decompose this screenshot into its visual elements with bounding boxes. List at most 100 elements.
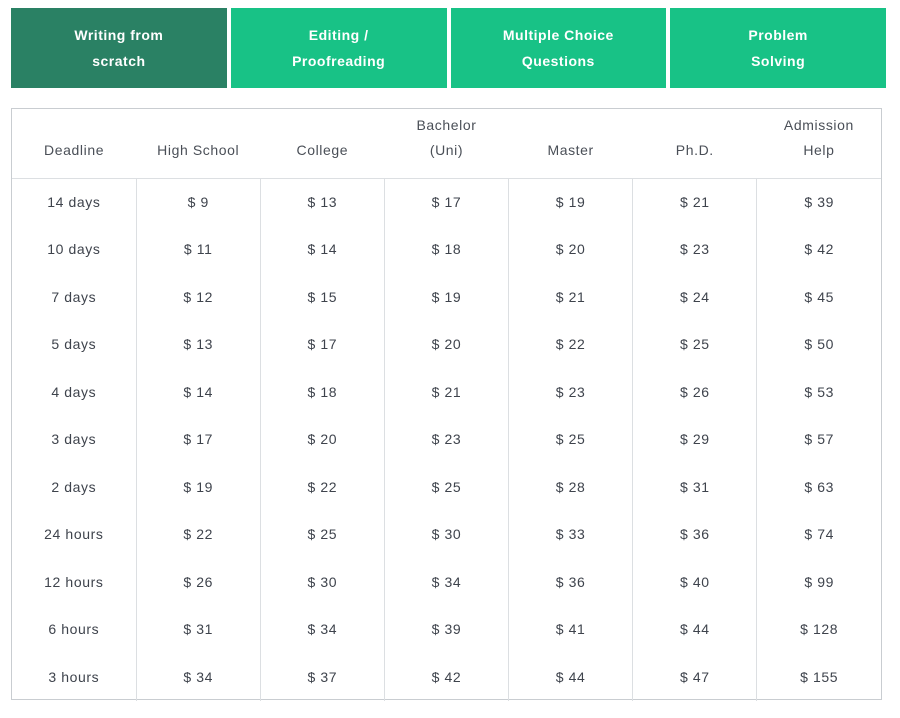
pricing-table-card: Deadline High School College Bachelor (Uni)… — [11, 108, 882, 701]
tab-multiple-choice-questions[interactable]: Multiple Choice Questions — [450, 8, 667, 88]
tab-label-line: Editing / — [308, 27, 369, 43]
table-row: 12 hours $ 26 $ 30 $ 34 $ 36 $ 40 $ 99 — [12, 558, 881, 606]
price-cell: $ 47 — [632, 653, 758, 701]
price-cell: $ 40 — [632, 558, 758, 606]
pricing-table: Deadline High School College Bachelor (Uni)… — [12, 109, 881, 701]
table-row: 7 days $ 12 $ 15 $ 19 $ 21 $ 24 $ 45 — [12, 273, 881, 321]
price-cell: $ 18 — [384, 225, 510, 273]
column-header: Master — [508, 109, 633, 179]
price-cell: $ 74 — [804, 526, 834, 543]
price-cell: $ 20 — [260, 415, 385, 463]
price-cell: $ 41 — [508, 605, 634, 653]
tab-label-line: Questions — [521, 53, 595, 69]
price-cell: $ 11 — [136, 225, 261, 273]
price-cell: $ 26 — [632, 368, 758, 416]
table-row: 24 hours $ 22 $ 25 $ 30 $ 33 $ 36 $ 74 — [12, 510, 881, 558]
price-cell: $ 23 — [384, 415, 510, 463]
price-cell: $ 17 — [136, 415, 261, 463]
price-cell: $ 21 — [632, 178, 758, 226]
deadline-cell: 3 days — [12, 415, 137, 463]
price-cell: $ 42 — [804, 241, 834, 258]
price-cell: $ 34 — [260, 605, 385, 653]
deadline-cell: 24 hours — [12, 510, 137, 558]
tab-editing-proofreading[interactable]: Editing / Proofreading — [230, 8, 447, 88]
price-cell: $ 34 — [384, 558, 510, 606]
price-cell: $ 57 — [804, 431, 834, 448]
price-cell: $ 44 — [508, 653, 634, 701]
tab-label-line: Proofreading — [292, 53, 386, 69]
table-row: 4 days $ 14 $ 18 $ 21 $ 23 $ 26 $ 53 — [12, 368, 881, 416]
table-row: 3 hours $ 34 $ 37 $ 42 $ 44 $ 47 $ 155 — [12, 653, 881, 701]
price-cell: $ 23 — [632, 225, 758, 273]
price-cell: $ 25 — [260, 510, 385, 558]
price-cell: $ 21 — [384, 368, 510, 416]
price-cell: $ 29 — [632, 415, 758, 463]
price-cell: $ 19 — [136, 463, 261, 511]
table-row: 6 hours $ 31 $ 34 $ 39 $ 41 $ 44 $ 128 — [12, 605, 881, 653]
column-header: College — [260, 109, 385, 179]
price-cell: $ 99 — [804, 573, 834, 590]
column-header: Ph.D. — [632, 109, 757, 179]
price-cell: $ 28 — [508, 463, 634, 511]
deadline-cell: 10 days — [12, 225, 137, 273]
price-cell: $ 36 — [632, 510, 758, 558]
deadline-cell: 12 hours — [12, 558, 137, 606]
price-cell: $ 20 — [384, 320, 510, 368]
table-row: 5 days $ 13 $ 17 $ 20 $ 22 $ 25 $ 50 — [12, 320, 881, 368]
column-header: Deadline — [12, 109, 137, 179]
price-cell: $ 17 — [384, 178, 510, 226]
tab-label-line: scratch — [92, 53, 146, 69]
price-cell: $ 14 — [260, 225, 385, 273]
price-cell: $ 31 — [632, 463, 758, 511]
price-cell: $ 33 — [508, 510, 634, 558]
price-cell: $ 21 — [508, 273, 634, 321]
deadline-cell: 7 days — [12, 273, 137, 321]
deadline-cell: 2 days — [12, 463, 137, 511]
tab-writing-from-scratch[interactable]: Writing from scratch — [11, 8, 227, 88]
tab-label-line: Problem — [748, 27, 808, 43]
price-cell: $ 9 — [136, 178, 261, 226]
price-cell: $ 22 — [260, 463, 385, 511]
service-tabs: Writing from scratch Editing / Proofread… — [11, 8, 886, 88]
price-cell: $ 42 — [384, 653, 510, 701]
header-row: Deadline High School College Bachelor (Uni)… — [12, 109, 881, 179]
table-row: 14 days $ 9 $ 13 $ 17 $ 19 $ 21 $ 39 — [12, 178, 881, 226]
column-header: Admission Help — [756, 109, 881, 179]
price-cell: $ 14 — [136, 368, 261, 416]
tab-problem-solving[interactable]: Problem Solving — [670, 8, 886, 88]
tab-label-line: Multiple Choice — [502, 27, 614, 43]
price-cell: $ 22 — [508, 320, 634, 368]
price-cell: $ 19 — [384, 273, 510, 321]
price-cell: $ 128 — [800, 621, 839, 638]
column-header: Bachelor (Uni) — [384, 109, 509, 179]
price-cell: $ 37 — [260, 653, 385, 701]
price-cell: $ 53 — [804, 383, 834, 400]
price-cell: $ 12 — [136, 273, 261, 321]
deadline-cell: 3 hours — [12, 653, 137, 701]
price-cell: $ 30 — [260, 558, 385, 606]
price-cell: $ 39 — [804, 194, 834, 210]
price-cell: $ 44 — [632, 605, 758, 653]
price-cell: $ 39 — [384, 605, 510, 653]
price-cell: $ 63 — [804, 478, 834, 495]
price-cell: $ 13 — [260, 178, 385, 226]
price-cell: $ 45 — [804, 288, 834, 305]
deadline-cell: 4 days — [12, 368, 137, 416]
price-cell: $ 23 — [508, 368, 634, 416]
tab-label-line: Writing from — [74, 27, 164, 43]
tab-label-line: Solving — [751, 53, 806, 69]
table-row: 10 days $ 11 $ 14 $ 18 $ 20 $ 23 $ 42 — [12, 225, 881, 273]
price-cell: $ 18 — [260, 368, 385, 416]
table-row: 3 days $ 17 $ 20 $ 23 $ 25 $ 29 $ 57 — [12, 415, 881, 463]
price-cell: $ 20 — [508, 225, 634, 273]
price-cell: $ 17 — [260, 320, 385, 368]
deadline-cell: 14 days — [12, 178, 137, 226]
price-cell: $ 34 — [136, 653, 261, 701]
deadline-cell: 5 days — [12, 320, 137, 368]
price-cell: $ 31 — [136, 605, 261, 653]
price-cell: $ 15 — [260, 273, 385, 321]
price-cell: $ 13 — [136, 320, 261, 368]
price-cell: $ 36 — [508, 558, 634, 606]
price-cell: $ 25 — [632, 320, 758, 368]
price-cell: $ 155 — [800, 668, 839, 685]
